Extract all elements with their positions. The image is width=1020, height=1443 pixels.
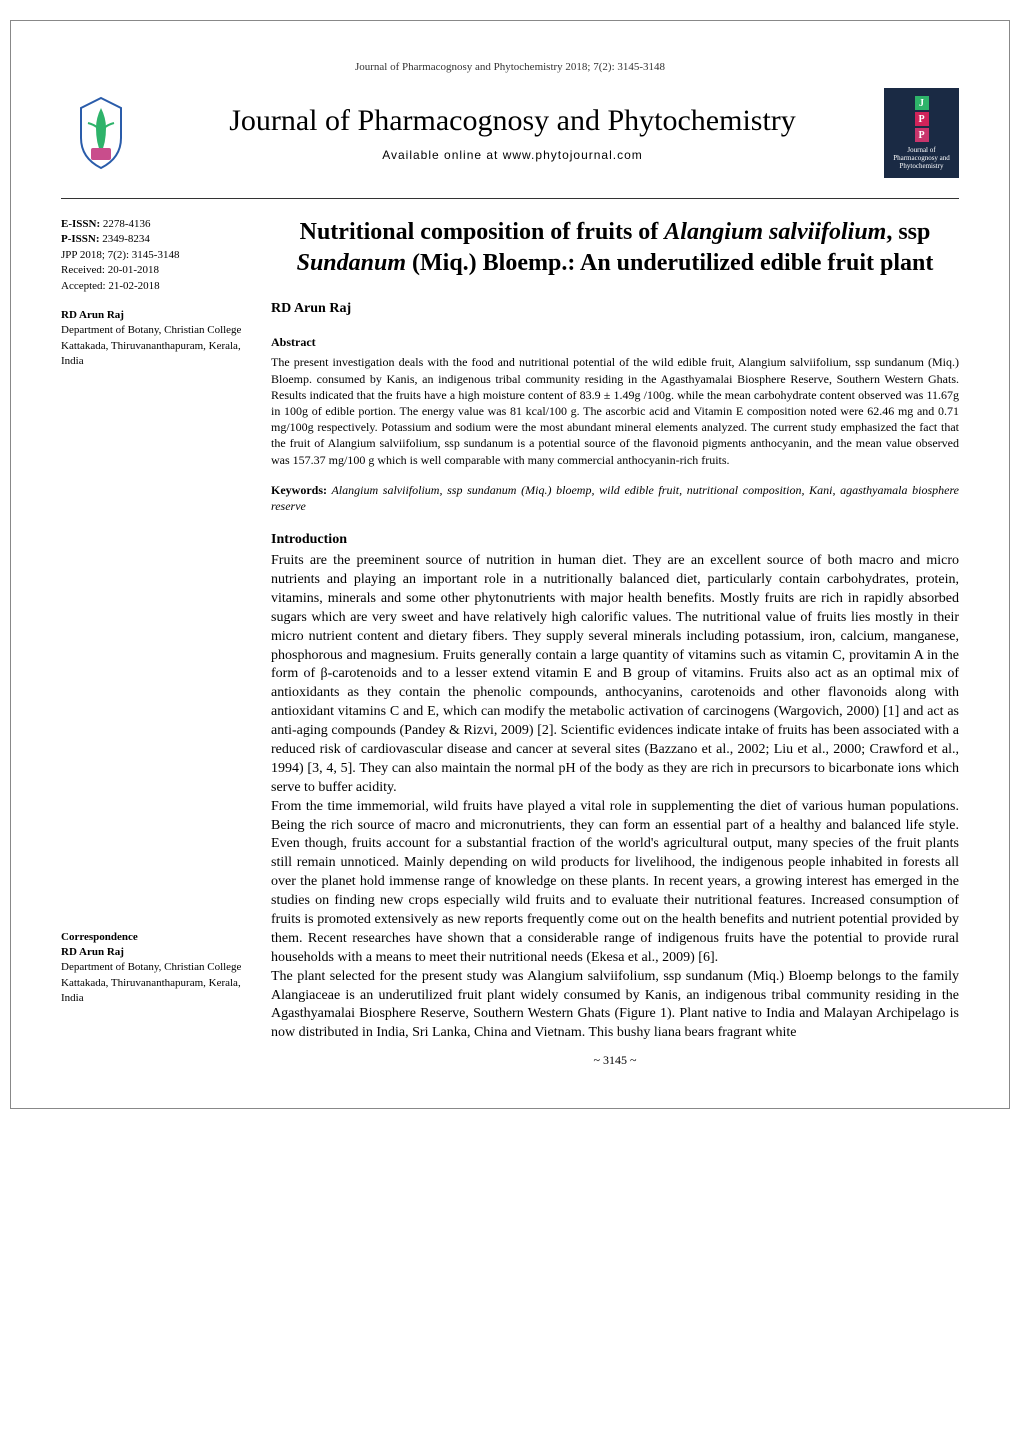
- cover-caption: Journal of Pharmacognosy and Phytochemis…: [890, 146, 953, 170]
- main-content: Nutritional composition of fruits of Ala…: [271, 217, 959, 1068]
- correspondence-author: RD Arun Raj: [61, 945, 251, 960]
- masthead-center: Journal of Pharmacognosy and Phytochemis…: [141, 104, 884, 162]
- abstract-body: The present investigation deals with the…: [271, 354, 959, 467]
- introduction-heading: Introduction: [271, 532, 959, 548]
- journal-availability: Available online at www.phytojournal.com: [156, 148, 869, 162]
- introduction-body: Fruits are the preeminent source of nutr…: [271, 552, 959, 1043]
- keywords-label: Keywords:: [271, 483, 327, 497]
- author-name: RD Arun Raj: [61, 308, 251, 323]
- pissn-value: 2349-8234: [102, 233, 150, 245]
- title-part-3: (Miq.) Bloemp.: An underutilized edible …: [406, 250, 933, 276]
- title-part-2: , ssp: [886, 219, 930, 245]
- issn-block: E-ISSN: 2278-4136 P-ISSN: 2349-8234 JPP …: [61, 217, 251, 294]
- title-italic-2: Sundanum: [297, 250, 406, 276]
- accepted-date: Accepted: 21-02-2018: [61, 279, 251, 294]
- abstract-heading: Abstract: [271, 335, 959, 350]
- citation-line: JPP 2018; 7(2): 3145-3148: [61, 248, 251, 263]
- eissn-value: 2278-4136: [103, 218, 151, 230]
- intro-paragraph-3: The plant selected for the present study…: [271, 968, 959, 1044]
- page-number: ~ 3145 ~: [271, 1053, 959, 1068]
- eissn-label: E-ISSN:: [61, 218, 100, 230]
- keywords-line: Keywords: Alangium salviifolium, ssp sun…: [271, 482, 959, 514]
- title-italic-1: Alangium salviifolium: [664, 219, 886, 245]
- running-header: Journal of Pharmacognosy and Phytochemis…: [61, 61, 959, 73]
- keywords-body: Alangium salviifolium, ssp sundanum (Miq…: [271, 483, 959, 513]
- article-author: RD Arun Raj: [271, 301, 959, 317]
- article-title: Nutritional composition of fruits of Ala…: [271, 217, 959, 279]
- correspondence-label: Correspondence: [61, 930, 251, 945]
- masthead: Journal of Pharmacognosy and Phytochemis…: [61, 88, 959, 199]
- pissn-label: P-ISSN:: [61, 233, 100, 245]
- received-date: Received: 20-01-2018: [61, 263, 251, 278]
- page-container: Journal of Pharmacognosy and Phytochemis…: [10, 20, 1010, 1109]
- correspondence-affiliation: Department of Botany, Christian College …: [61, 960, 251, 1006]
- author-affiliation: Department of Botany, Christian College …: [61, 323, 251, 369]
- sidebar: E-ISSN: 2278-4136 P-ISSN: 2349-8234 JPP …: [61, 217, 251, 1068]
- intro-paragraph-2: From the time immemorial, wild fruits ha…: [271, 798, 959, 968]
- content-grid: E-ISSN: 2278-4136 P-ISSN: 2349-8234 JPP …: [61, 217, 959, 1068]
- title-part-1: Nutritional composition of fruits of: [300, 219, 665, 245]
- intro-paragraph-1: Fruits are the preeminent source of nutr…: [271, 552, 959, 798]
- journal-cover-thumbnail: J P P Journal of Pharmacognosy and Phyto…: [884, 88, 959, 178]
- journal-logo-left: [61, 93, 141, 173]
- correspondence-block: Correspondence RD Arun Raj Department of…: [61, 930, 251, 1007]
- journal-title: Journal of Pharmacognosy and Phytochemis…: [156, 104, 869, 138]
- author-block: RD Arun Raj Department of Botany, Christ…: [61, 308, 251, 370]
